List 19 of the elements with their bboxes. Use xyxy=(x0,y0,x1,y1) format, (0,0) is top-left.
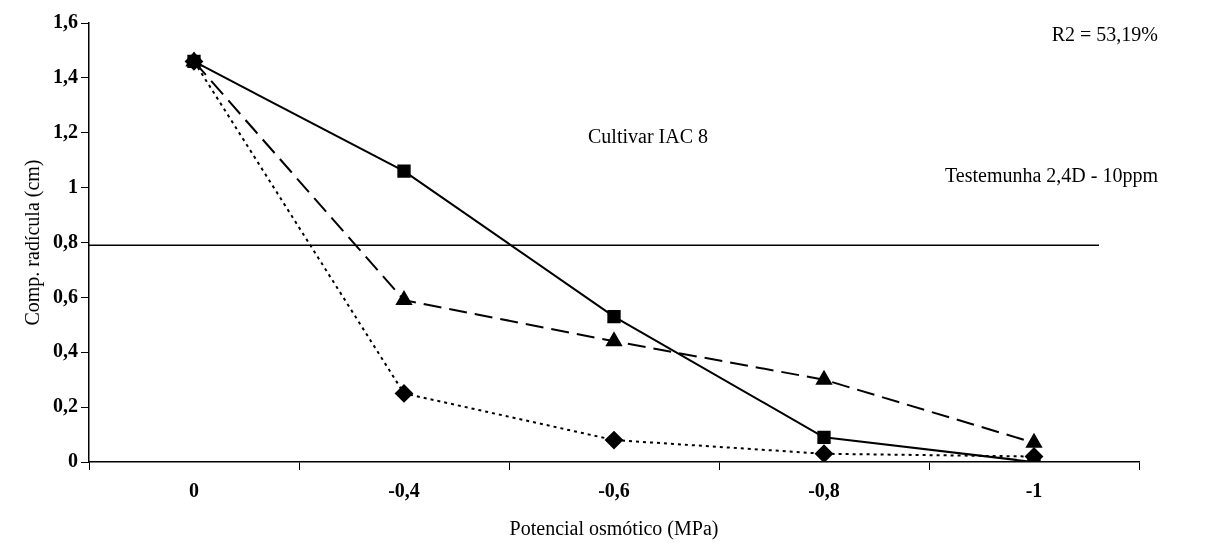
x-tick-label: -0,8 xyxy=(808,479,840,502)
x-axis-title: Potencial osmótico (MPa) xyxy=(509,517,719,541)
x-tick-label: -0,4 xyxy=(388,479,420,502)
annotation: Cultivar IAC 8 xyxy=(588,125,708,148)
y-tick-label: 0 xyxy=(68,449,78,472)
ref-line-label: Testemunha 2,4D - 10ppm xyxy=(944,164,1159,188)
y-tick-label: 0,2 xyxy=(53,394,78,417)
annotation: R2 = 53,19% xyxy=(1051,23,1158,46)
x-tick-label: -1 xyxy=(1025,479,1043,502)
y-tick-label: 0,4 xyxy=(53,339,78,362)
y-tick-label: 0,8 xyxy=(53,229,78,252)
x-tick-label: -0,6 xyxy=(598,479,630,502)
y-tick-label: 1 xyxy=(68,174,78,197)
y-tick-label: 1,6 xyxy=(53,10,78,33)
y-tick-label: 1,4 xyxy=(53,65,78,88)
y-tick-label: 0,6 xyxy=(53,284,78,307)
y-axis-title: Comp. radícula (cm) xyxy=(21,159,45,326)
x-tick-label: 0 xyxy=(189,479,199,502)
y-tick-label: 1,2 xyxy=(53,119,78,142)
